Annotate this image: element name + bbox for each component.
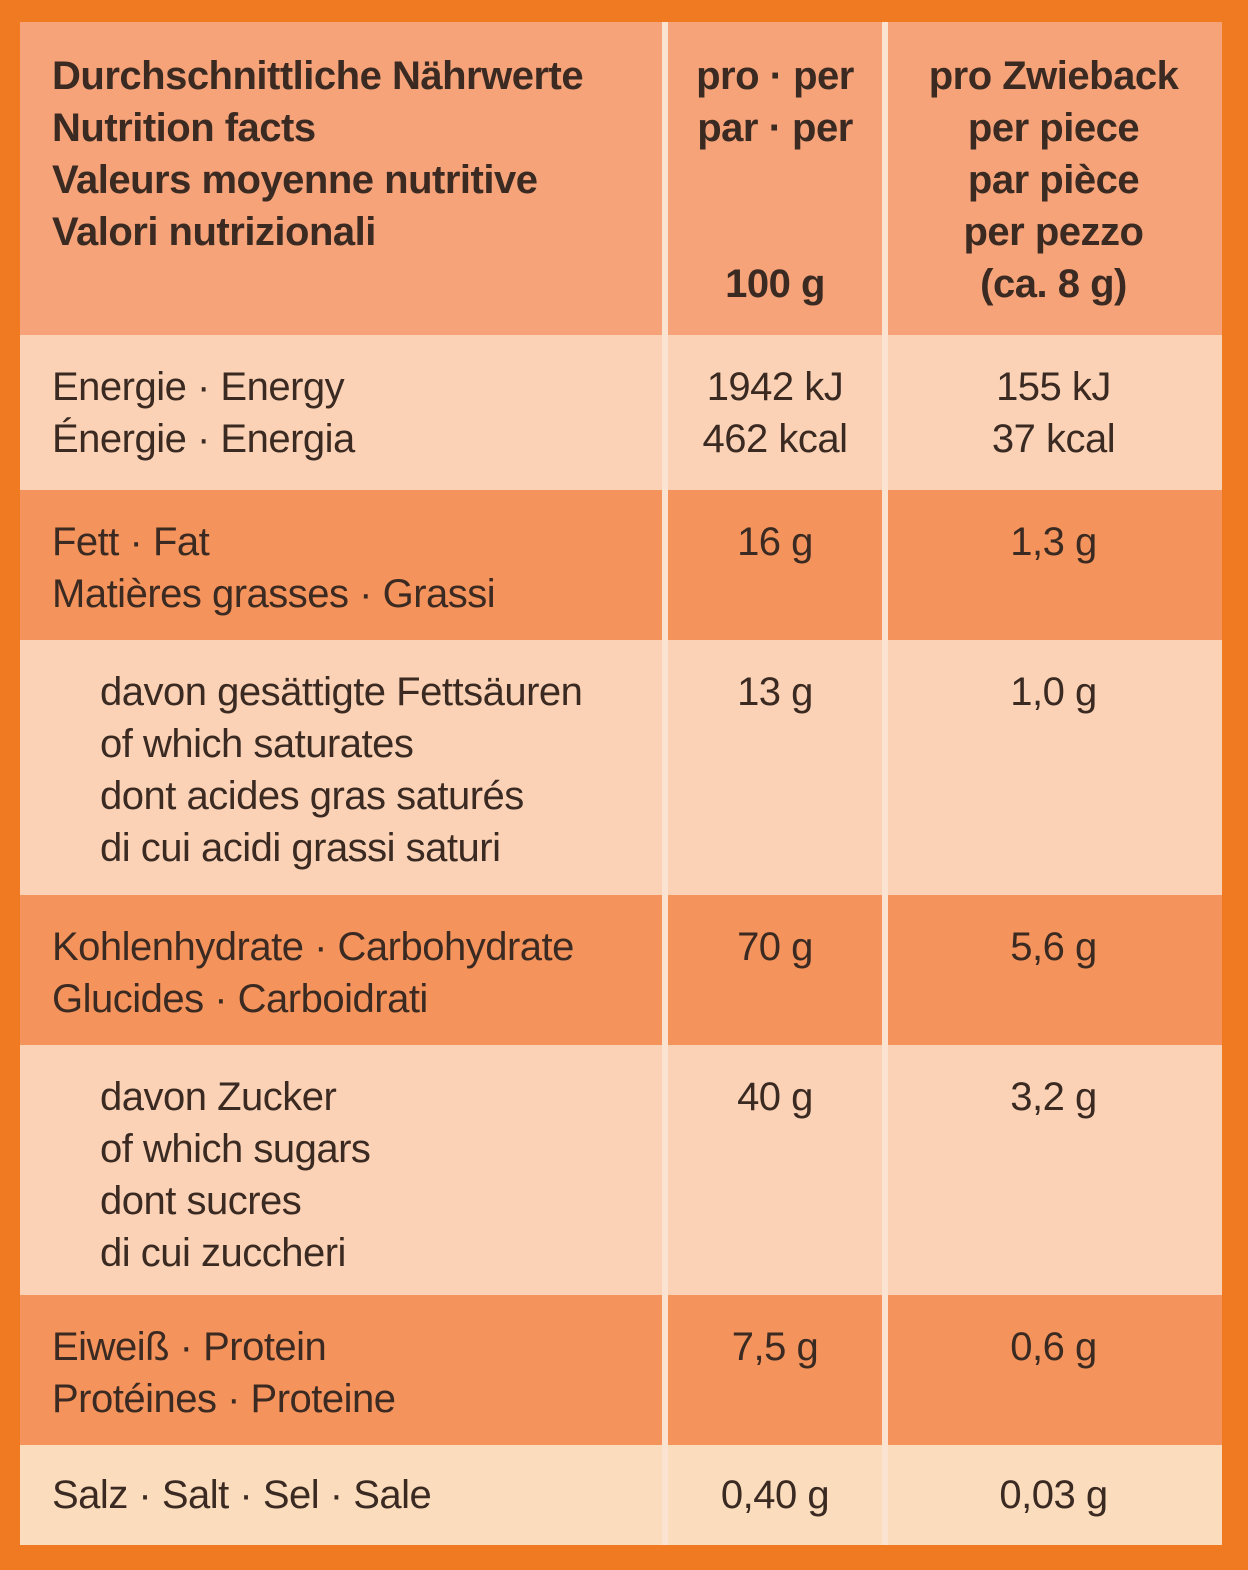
text-line: Protéines · Proteine: [52, 1377, 396, 1421]
text-line: dont acides gras saturés: [100, 774, 524, 818]
text-line: 3,2 g: [1010, 1075, 1097, 1119]
text-line: par · per: [697, 106, 853, 150]
text-line: Eiweiß · Protein: [52, 1325, 327, 1369]
nutrient-row: davon Zucker of which sugars dont sucres di…: [20, 1045, 1222, 1295]
text-line: 0,6 g: [1010, 1325, 1097, 1369]
column-divider: [882, 22, 888, 1545]
text-line: of which sugars: [100, 1127, 371, 1171]
header-row: Durchschnittliche Nährwerte Nutrition fac…: [20, 22, 1222, 335]
text-line: 7,5 g: [731, 1325, 819, 1369]
text-line: Durchschnittliche Nährwerte: [52, 54, 584, 98]
text-line: Glucides · Carboidrati: [52, 977, 428, 1021]
text-line: davon gesättigte Fettsäuren: [100, 670, 583, 714]
text-line: dont sucres: [100, 1179, 302, 1223]
text-line: 1,0 g: [1010, 670, 1097, 714]
text-line: 155 kJ: [996, 365, 1111, 409]
text-line: Énergie · Energia: [52, 417, 355, 461]
text-line: 13 g: [737, 670, 813, 714]
text-line: 0,40 g: [720, 1473, 830, 1517]
text-line: per pezzo: [963, 210, 1144, 254]
text-line: pro · per: [696, 54, 854, 98]
text-line: davon Zucker: [100, 1075, 337, 1119]
text-line: Valeurs moyenne nutritive: [52, 158, 538, 202]
text-line: di cui zuccheri: [100, 1231, 346, 1275]
nutrient-row: Fett · Fat Matières grasses · Grassi 16 g 1…: [20, 490, 1222, 640]
text-line: Energie · Energy: [52, 365, 345, 409]
nutrient-row: davon gesättigte Fettsäuren of which satu…: [20, 640, 1222, 895]
text-line: Nutrition facts: [52, 106, 316, 150]
text-line: Kohlenhydrate · Carbohydrate: [52, 925, 574, 969]
text-line: Fett · Fat: [52, 520, 210, 564]
nutrient-row: Kohlenhydrate · Carbohydrate Glucides · C…: [20, 895, 1222, 1045]
text-line: 0,03 g: [999, 1473, 1108, 1517]
text-line: 1942 kJ: [706, 365, 844, 409]
column-divider: [662, 22, 668, 1545]
text-line: 1,3 g: [1010, 520, 1097, 564]
text-line: per piece: [967, 106, 1140, 150]
text-line: 40 g: [737, 1075, 813, 1119]
text-line: 16 g: [737, 520, 813, 564]
text-line: pro Zwieback: [928, 54, 1179, 98]
text-line: 37 kcal: [991, 417, 1116, 461]
text-line: 100 g: [725, 262, 825, 306]
nutrient-row: Salz · Salt · Sel · Sale 0,40 g 0,03 g: [20, 1445, 1222, 1545]
text-line: 70 g: [737, 925, 813, 969]
text-line: 5,6 g: [1010, 925, 1097, 969]
text-line: Matières grasses · Grassi: [52, 572, 496, 616]
text-line: par pièce: [967, 158, 1140, 202]
nutrient-row: Energie · Energy Énergie · Energia 1942 kJ…: [20, 335, 1222, 490]
text-line: of which saturates: [100, 722, 414, 766]
text-line: Valori nutrizionali: [52, 210, 376, 254]
text-line: (ca. 8 g): [980, 262, 1127, 306]
text-line: Salz · Salt · Sel · Sale: [52, 1473, 432, 1517]
nutrient-row: Eiweiß · Protein Protéines · Proteine 7,5 …: [20, 1295, 1222, 1445]
text-line: 462 kcal: [702, 417, 848, 461]
text-line: di cui acidi grassi saturi: [100, 826, 501, 870]
